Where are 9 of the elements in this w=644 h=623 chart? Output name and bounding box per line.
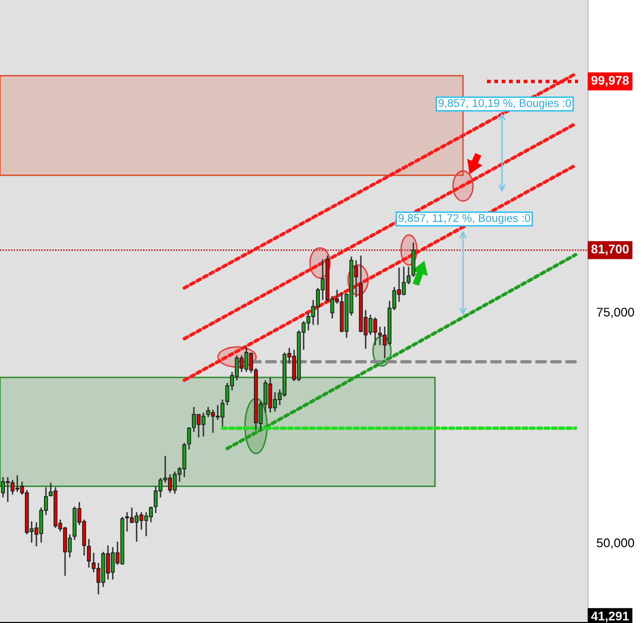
ref-line-label: 41,291	[591, 612, 629, 622]
candlestick	[86, 538, 91, 568]
annotation: 9,857, 10,19 %, Bougies :0	[438, 98, 571, 110]
y-tick-label: 75,000	[596, 308, 634, 318]
ref-line-label: 81,700	[591, 244, 629, 256]
candlestick	[187, 426, 192, 450]
annotation: 9,857, 11,72 %, Bougies :0	[398, 214, 530, 224]
ref-line-label: 99,978	[591, 76, 629, 87]
y-tick-label: 50,000	[596, 538, 634, 549]
